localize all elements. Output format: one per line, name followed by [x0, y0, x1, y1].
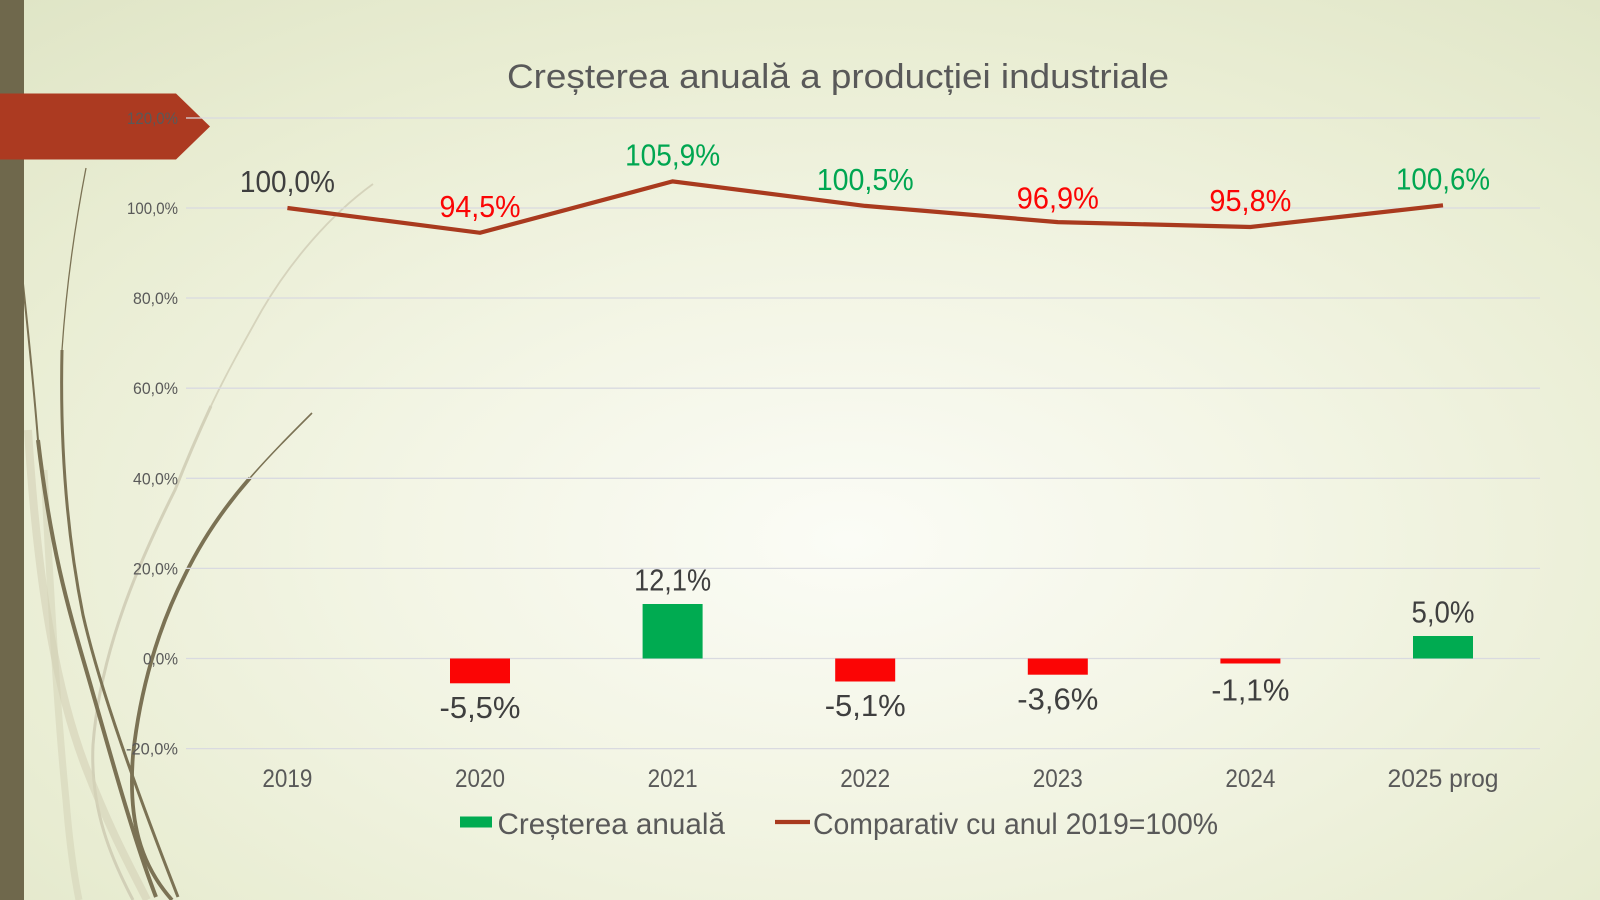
- svg-text:Comparativ cu anul 2019=100%: Comparativ cu anul 2019=100%: [813, 808, 1218, 841]
- svg-text:100,0%: 100,0%: [240, 164, 335, 199]
- svg-text:80,0%: 80,0%: [133, 289, 178, 308]
- svg-text:-5,1%: -5,1%: [825, 688, 906, 723]
- svg-text:100,6%: 100,6%: [1396, 161, 1490, 196]
- svg-text:-1,1%: -1,1%: [1211, 673, 1289, 708]
- svg-text:40,0%: 40,0%: [133, 469, 178, 488]
- svg-text:60,0%: 60,0%: [133, 379, 178, 398]
- svg-text:Creșterea anuală: Creșterea anuală: [498, 808, 726, 841]
- svg-text:2025 prog: 2025 prog: [1388, 765, 1499, 793]
- svg-text:Creșterea anuală a producției: Creșterea anuală a producției industrial…: [507, 58, 1169, 96]
- svg-text:2019: 2019: [262, 765, 312, 793]
- svg-text:-5,5%: -5,5%: [440, 690, 521, 725]
- svg-text:2023: 2023: [1033, 765, 1083, 793]
- svg-text:2022: 2022: [840, 765, 890, 793]
- svg-text:96,9%: 96,9%: [1017, 181, 1099, 216]
- svg-text:94,5%: 94,5%: [440, 189, 521, 224]
- svg-text:120,0%: 120,0%: [127, 109, 178, 128]
- svg-text:95,8%: 95,8%: [1209, 183, 1291, 218]
- svg-text:2020: 2020: [455, 765, 505, 793]
- svg-text:100,5%: 100,5%: [817, 162, 914, 197]
- svg-text:5,0%: 5,0%: [1412, 595, 1475, 630]
- svg-text:20,0%: 20,0%: [133, 559, 178, 578]
- svg-text:12,1%: 12,1%: [634, 563, 711, 598]
- svg-text:105,9%: 105,9%: [625, 137, 720, 172]
- svg-text:0,0%: 0,0%: [143, 650, 178, 669]
- svg-text:2021: 2021: [648, 765, 698, 793]
- svg-text:-3,6%: -3,6%: [1017, 681, 1098, 716]
- svg-text:2024: 2024: [1225, 765, 1275, 793]
- svg-text:-20,0%: -20,0%: [126, 740, 178, 759]
- svg-text:100,0%: 100,0%: [127, 199, 178, 218]
